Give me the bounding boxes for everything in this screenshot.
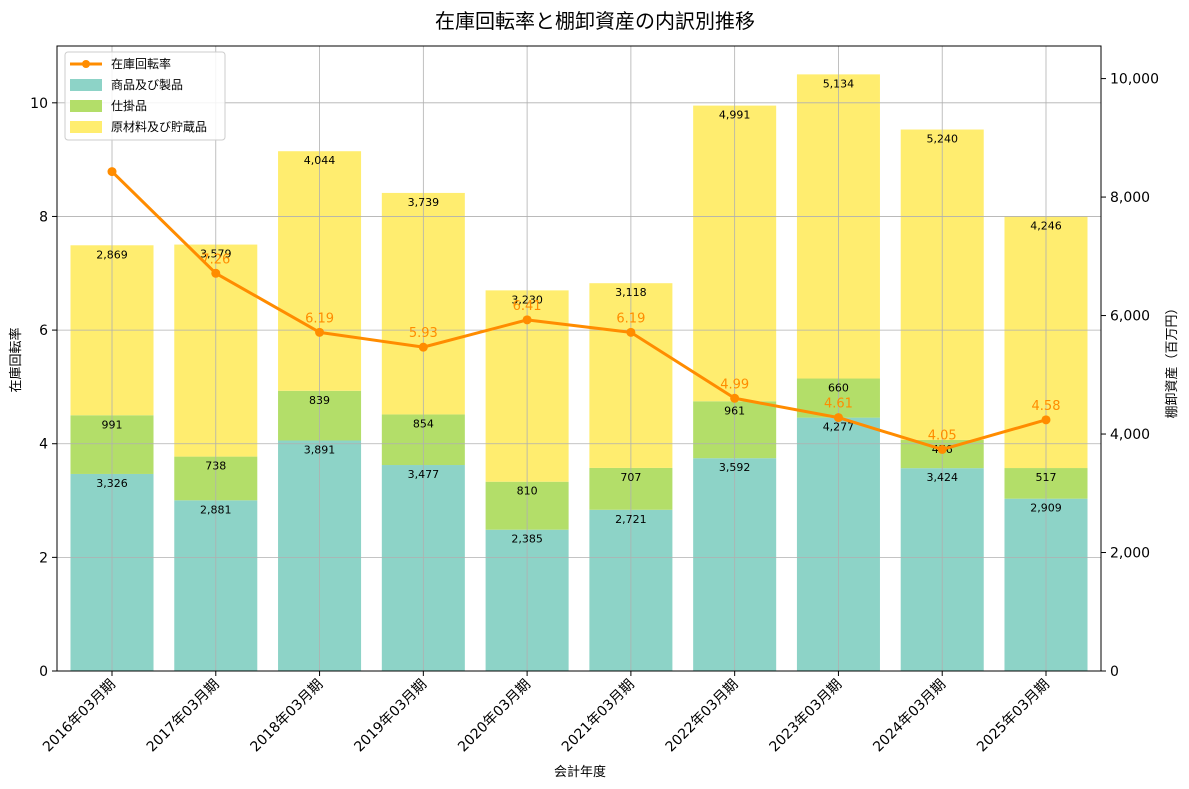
bar-value-label: 3,579: [200, 248, 232, 261]
x-tick-label: 2018年03月期: [248, 677, 327, 756]
x-axis: 2016年03月期 2017年03月期 2018年03月期 2019年03月期 2020…: [40, 671, 1053, 755]
bar-value-label: 3,592: [719, 461, 751, 474]
turnover-value-label: 6.19: [616, 311, 645, 326]
x-tick-label: 2024年03月期: [870, 677, 949, 756]
bar-value-label: 2,909: [1030, 502, 1062, 515]
bar-value-label: 5,240: [926, 133, 958, 146]
bar-value-label: 3,891: [304, 443, 336, 456]
turnover-point: [626, 327, 636, 337]
x-tick-label: 2020年03月期: [455, 677, 534, 756]
turnover-point: [211, 268, 221, 278]
bar-value-label: 5,134: [823, 77, 855, 90]
turnover-value-label: 4.99: [720, 377, 749, 392]
turnover-value-label: 6.41: [513, 299, 542, 314]
turnover-value-label: 7.26: [201, 252, 230, 267]
bar-value-label: 738: [205, 460, 226, 473]
left-tick-label: 10: [30, 96, 48, 112]
plot-border: [56, 45, 1102, 672]
turnover-point: [937, 444, 947, 454]
bar-value-label: 517: [1035, 471, 1056, 484]
bar-value-label: 810: [517, 485, 538, 498]
turnover-point: [418, 342, 428, 352]
right-axis-title: 棚卸資産（百万円）: [1164, 301, 1180, 418]
bar-value-label: 3,424: [926, 471, 958, 484]
legend-label: 商品及び製品: [111, 77, 183, 92]
bar-value-label: 4,991: [719, 109, 751, 122]
left-tick-label: 8: [39, 209, 48, 225]
bar-value-label: 3,739: [408, 196, 440, 209]
right-tick-label: 2,000: [1110, 546, 1150, 562]
x-tick-label: 2017年03月期: [144, 677, 223, 756]
right-tick-label: 4,000: [1110, 427, 1150, 443]
bar-value-label: 4,277: [823, 421, 855, 434]
turnover-value-label: 6.19: [305, 311, 334, 326]
right-axis: 0 2,000 4,000 6,000 8,000 10,000: [1101, 72, 1159, 680]
turnover-value-label: 4.58: [1032, 399, 1061, 414]
turnover-value-label: 4.05: [928, 428, 957, 443]
left-tick-label: 0: [39, 664, 48, 680]
x-tick-label: 2022年03月期: [663, 677, 742, 756]
bar-value-label: 4,044: [304, 154, 336, 167]
bar-value-label: 2,881: [200, 503, 232, 516]
bar-value-label: 961: [724, 404, 745, 417]
legend-marker: [82, 60, 90, 68]
right-tick-label: 8,000: [1110, 190, 1150, 206]
x-tick-label: 2021年03月期: [559, 677, 638, 756]
right-tick-label: 0: [1110, 664, 1119, 680]
bar-value-label: 2,721: [615, 513, 647, 526]
bar-labels: 3,326 991 2,869 2,881 738 3,579 3,891 839 4,044 3…: [96, 77, 1061, 545]
left-tick-label: 6: [39, 323, 48, 339]
bar-value-label: 3,477: [408, 468, 440, 481]
legend-label: 原材料及び貯蔵品: [111, 120, 207, 134]
bar-value-label: 854: [413, 417, 434, 430]
plot-frame: [56, 45, 1102, 672]
x-tick-label: 2025年03月期: [974, 677, 1053, 756]
bar-value-label: 707: [620, 471, 641, 484]
turnover-line: 7.26 6.19 5.93 6.41 6.19 4.99 4.61 4.05 4.58: [107, 167, 1061, 454]
turnover-value-label: 4.61: [824, 397, 853, 412]
legend-swatch: [70, 100, 102, 112]
bar-value-label: 3,326: [96, 477, 128, 490]
legend-swatch: [70, 121, 102, 133]
turnover-line-path: [110, 170, 1047, 451]
bar-value-label: 4,246: [1030, 219, 1062, 232]
turnover-point: [1041, 415, 1051, 425]
legend-label: 在庫回転率: [111, 56, 171, 71]
left-axis-title: 在庫回転率: [8, 327, 24, 392]
legend-label: 仕掛品: [111, 98, 147, 113]
turnover-point: [730, 393, 740, 403]
bar-value-label: 2,869: [96, 248, 128, 261]
right-tick-label: 6,000: [1110, 309, 1150, 325]
bar-value-label: 839: [309, 394, 330, 407]
bar-value-label: 991: [102, 418, 123, 431]
turnover-point: [107, 167, 117, 177]
bar-value-label: 3,118: [615, 286, 647, 299]
legend-box: [64, 51, 226, 141]
turnover-point: [315, 327, 325, 337]
x-tick-label: 2016年03月期: [40, 677, 119, 756]
bar-value-label: 660: [828, 382, 849, 395]
left-tick-label: 4: [39, 437, 48, 453]
x-tick-label: 2023年03月期: [766, 677, 845, 756]
x-axis-title: 会計年度: [554, 764, 606, 780]
x-tick-label: 2019年03月期: [351, 677, 430, 756]
legend-swatch: [70, 79, 102, 91]
turnover-point: [522, 315, 532, 325]
chart-title: 在庫回転率と棚卸資産の内訳別推移: [435, 9, 755, 33]
turnover-point: [833, 413, 843, 423]
turnover-value-label: 5.93: [409, 326, 438, 341]
left-tick-label: 2: [39, 550, 48, 566]
right-tick-label: 10,000: [1110, 72, 1159, 88]
left-axis: 0 2 4 6 8 10: [30, 96, 57, 680]
bar-value-label: 2,385: [511, 533, 543, 546]
bar-value-label: 3,230: [511, 293, 543, 306]
